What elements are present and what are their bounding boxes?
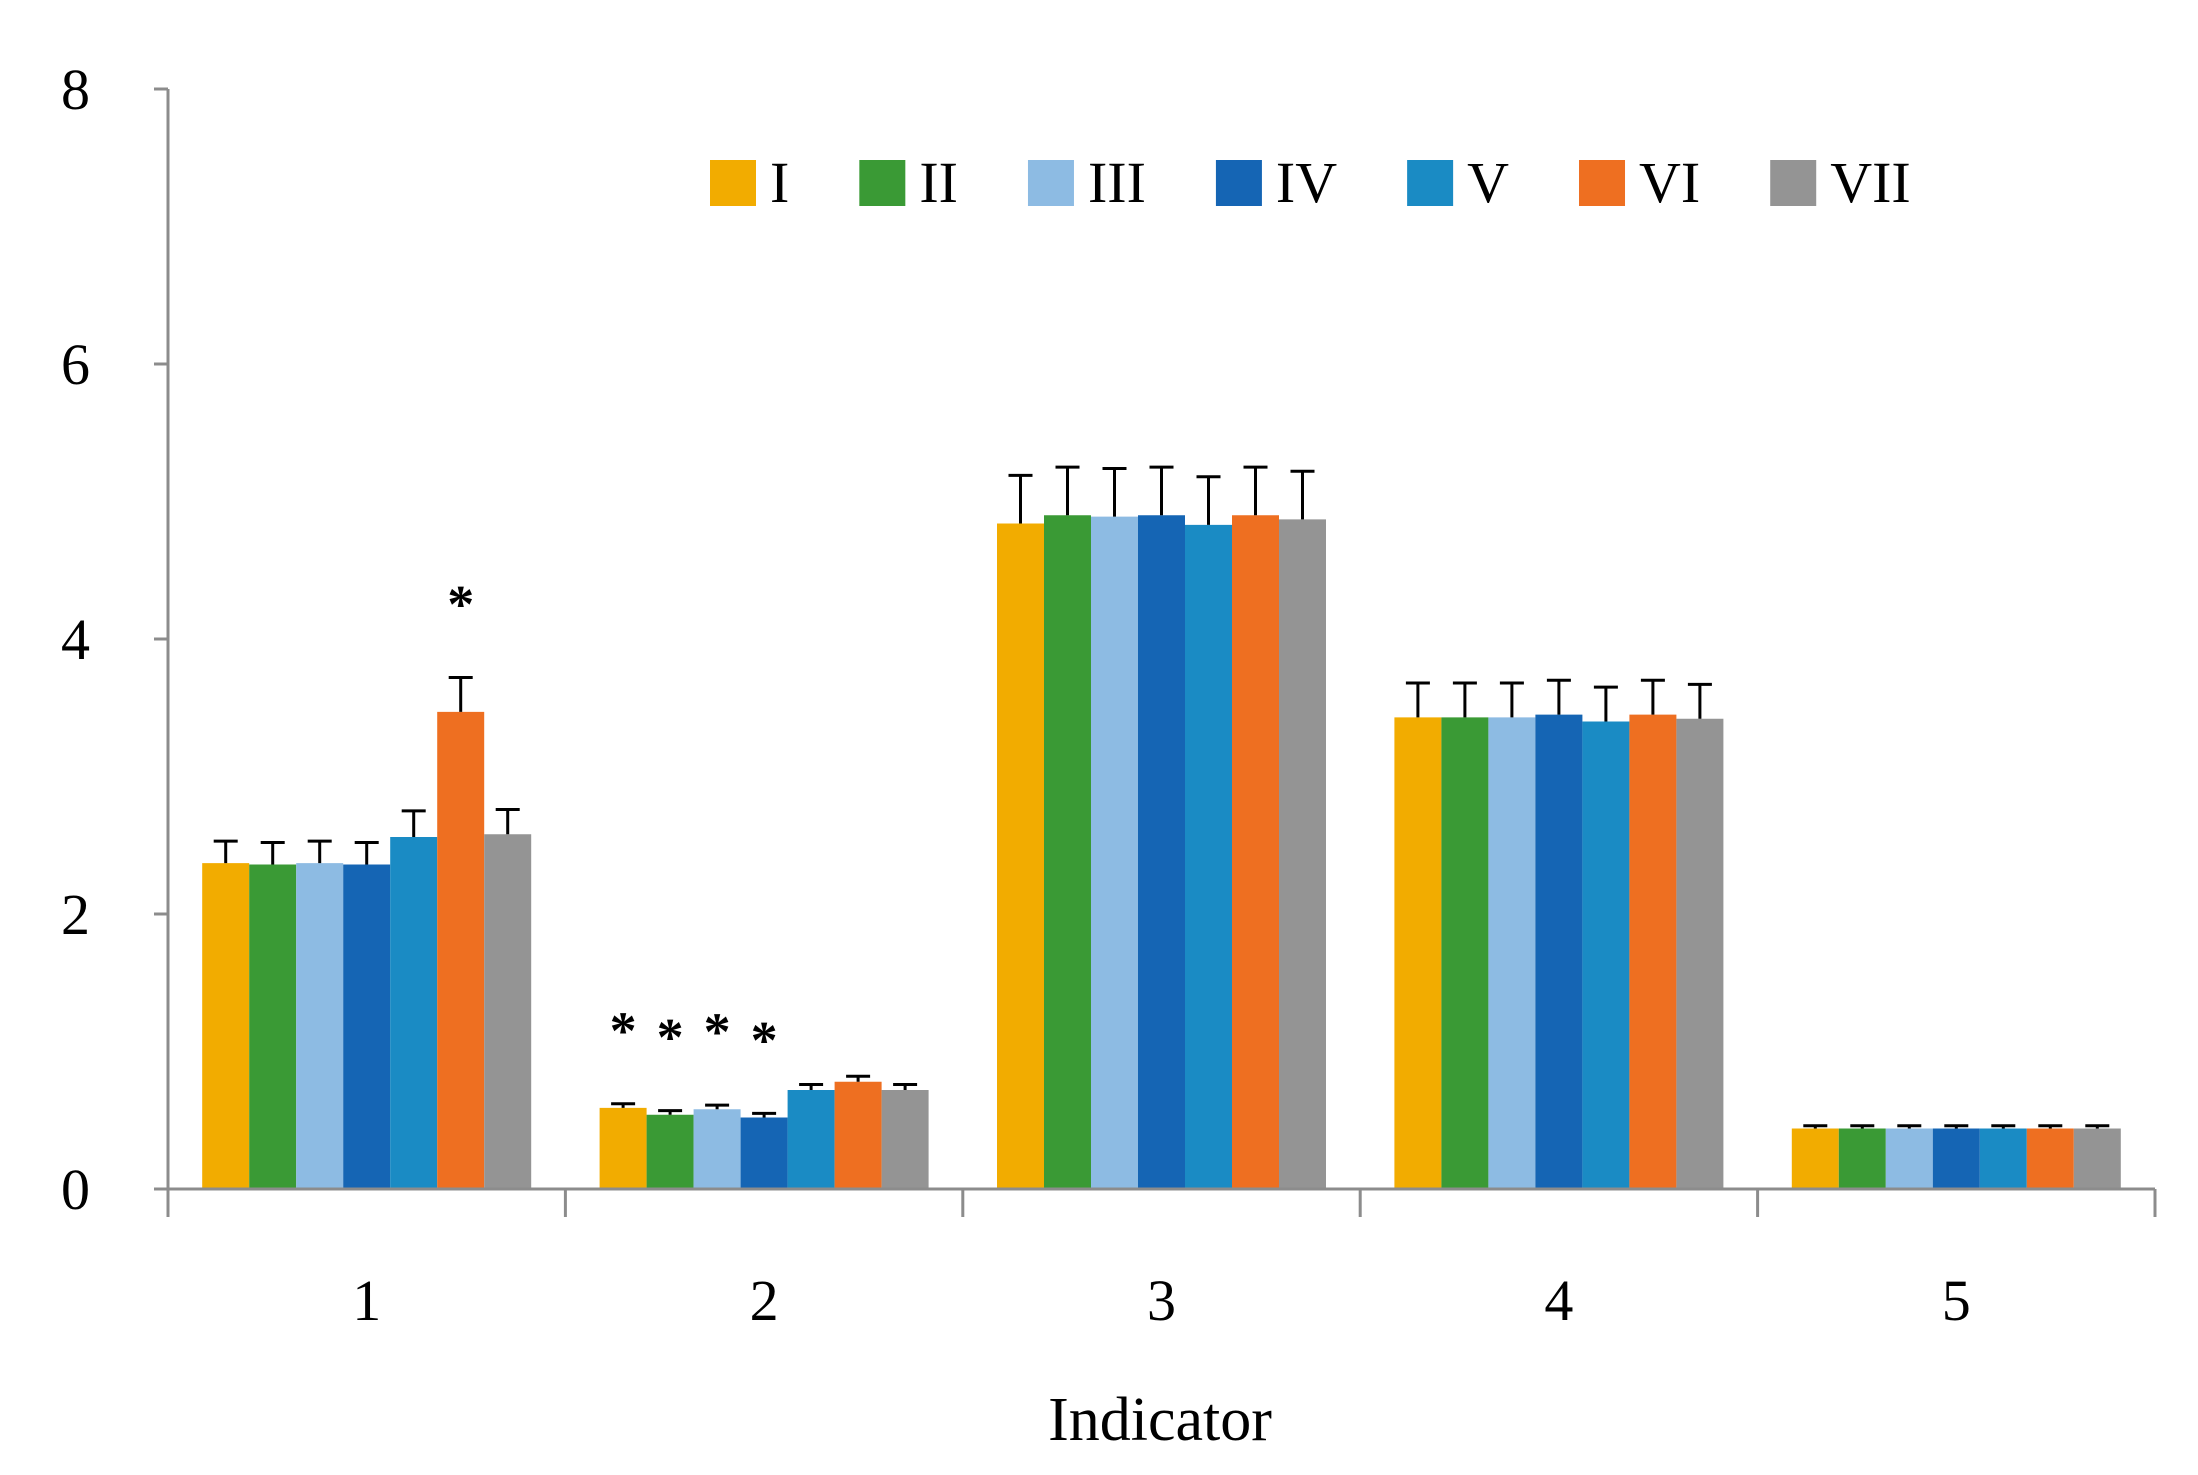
bar xyxy=(1676,718,1724,1189)
significance-asterisk: * xyxy=(447,575,474,635)
y-tick-label: 6 xyxy=(61,332,90,397)
x-tick-label: 1 xyxy=(352,1268,381,1333)
bar xyxy=(1232,515,1279,1189)
bar xyxy=(693,1109,741,1189)
bar xyxy=(740,1117,788,1189)
significance-asterisk: * xyxy=(751,1010,778,1070)
bar xyxy=(1582,721,1630,1189)
bar xyxy=(1488,717,1536,1189)
bar xyxy=(343,864,391,1189)
significance-asterisk: * xyxy=(610,1001,637,1061)
bar xyxy=(1394,717,1442,1189)
legend-label: I xyxy=(770,150,789,215)
bar xyxy=(2073,1128,2121,1189)
legend-swatch xyxy=(1579,160,1626,206)
legend-swatch xyxy=(1770,160,1817,206)
significance-asterisk: * xyxy=(657,1008,684,1068)
bar xyxy=(1091,516,1138,1189)
bar xyxy=(881,1090,929,1189)
legend-label: IV xyxy=(1276,150,1337,215)
bar xyxy=(1138,515,1185,1189)
bar xyxy=(249,864,297,1189)
legend-label: V xyxy=(1467,150,1509,215)
legend: I II III IV V VI VII xyxy=(710,150,1911,215)
bar xyxy=(1441,717,1489,1189)
bar xyxy=(646,1114,694,1189)
bar xyxy=(599,1107,647,1189)
legend-swatch xyxy=(1027,160,1074,206)
x-tick-label: 5 xyxy=(1942,1268,1971,1333)
legend-swatch xyxy=(1407,160,1454,206)
annotation-layer: * * * * * xyxy=(447,575,777,1071)
x-tick-label: 3 xyxy=(1147,1268,1176,1333)
bar xyxy=(1932,1128,1980,1189)
bar xyxy=(997,523,1044,1189)
legend-label: II xyxy=(919,150,958,215)
bar xyxy=(787,1090,835,1189)
bar xyxy=(390,837,438,1189)
bar xyxy=(1279,519,1326,1189)
legend-swatch xyxy=(710,160,756,206)
legend-label: III xyxy=(1088,150,1146,215)
error-bars-layer xyxy=(213,465,2110,1129)
legend-swatch xyxy=(1215,160,1262,206)
legend-label: VI xyxy=(1639,150,1700,215)
bar xyxy=(1979,1128,2027,1189)
bars-layer xyxy=(202,515,2121,1189)
bar xyxy=(437,711,485,1189)
legend-swatch xyxy=(859,160,906,206)
bar xyxy=(1791,1128,1839,1189)
y-tick-label: 2 xyxy=(61,882,90,947)
bar xyxy=(202,863,250,1189)
x-tick-label: 4 xyxy=(1544,1268,1573,1333)
x-axis-title: Indicator xyxy=(1048,1386,1272,1454)
bar xyxy=(1629,714,1677,1189)
bar xyxy=(834,1081,882,1189)
y-tick-label: 0 xyxy=(61,1157,90,1222)
bar xyxy=(2026,1128,2074,1189)
legend-label: VII xyxy=(1830,150,1911,215)
bar xyxy=(1535,714,1583,1189)
bar xyxy=(1885,1128,1933,1189)
y-tick-label: 4 xyxy=(61,607,90,672)
bar xyxy=(484,834,532,1189)
bar xyxy=(1044,515,1091,1189)
bar xyxy=(1838,1128,1886,1189)
x-tick-label: 2 xyxy=(750,1268,779,1333)
significance-asterisk: * xyxy=(704,1002,731,1062)
y-tick-label: 8 xyxy=(61,57,90,122)
bar xyxy=(1185,524,1232,1189)
bar xyxy=(296,863,344,1189)
axes-layer: 0 2 4 6 8 1 2 3 4 5 xyxy=(61,57,2157,1333)
